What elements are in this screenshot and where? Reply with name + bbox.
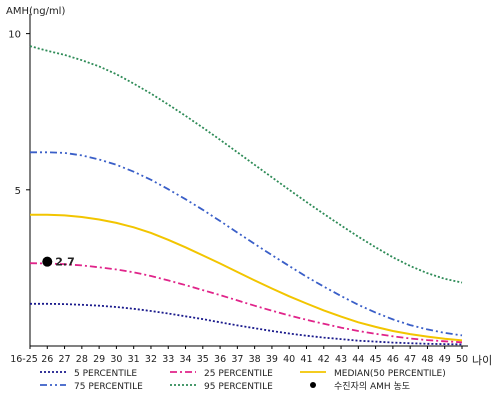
legend: 5 PERCENTILE 25 PERCENTILE MEDIAN(50 PERCE…: [40, 369, 446, 392]
x-tick-label: 42: [318, 354, 330, 365]
y-tick-label: 5: [15, 186, 21, 197]
x-tick-label: 39: [266, 354, 278, 365]
x-tick-label: 26: [41, 354, 53, 365]
legend-label: MEDIAN(50 PERCENTILE): [334, 369, 446, 379]
series-lines: [29, 45, 463, 346]
x-tick-label: 36: [214, 354, 226, 365]
series-line-95-percentile: [29, 45, 463, 284]
patient-amh-value: 2.7: [55, 256, 75, 269]
series-line-75-percentile: [30, 151, 463, 337]
x-tick-label: 46: [387, 354, 399, 365]
x-tick-label: 16-25: [10, 354, 38, 365]
axes: AMH(ng/ml) 나이 5 10 16-25 26 27 28 29 30 31 32 33 34 35…: [6, 6, 492, 367]
x-tick-label: 41: [300, 354, 312, 365]
x-tick-label: 48: [421, 354, 433, 365]
legend-label: 25 PERCENTILE: [204, 369, 273, 379]
legend-marker-swatch: [310, 382, 316, 388]
x-tick-label: 43: [335, 354, 347, 365]
series-line-median-50-percentile-: [30, 213, 463, 342]
x-tick-label: 29: [93, 354, 105, 365]
patient-amh-point: [42, 256, 53, 267]
x-tick-label: 50: [456, 354, 468, 365]
series-line-25-percentile: [29, 262, 463, 344]
x-tick-label: 30: [110, 354, 122, 365]
series-line-5-percentile: [30, 302, 463, 346]
x-axis-label: 나이: [472, 354, 492, 367]
x-tick-label: 34: [179, 354, 191, 365]
legend-label: 수진자의 AMH 농도: [334, 381, 410, 392]
legend-label: 75 PERCENTILE: [74, 382, 143, 392]
x-tick-label: 45: [370, 354, 382, 365]
x-tick-label: 47: [404, 354, 416, 365]
x-tick-label: 32: [145, 354, 157, 365]
x-tick-label: 40: [283, 354, 295, 365]
legend-label: 95 PERCENTILE: [204, 382, 273, 392]
x-tick-label: 35: [197, 354, 209, 365]
y-tick-label: 10: [8, 30, 21, 41]
x-tick-label: 31: [128, 354, 140, 365]
x-tick-label: 44: [352, 354, 364, 365]
x-tick-label: 33: [162, 354, 174, 365]
x-tick-label: 37: [231, 354, 243, 365]
x-tick-label: 38: [249, 354, 261, 365]
x-tick-label: 28: [76, 354, 88, 365]
x-tick-label: 27: [59, 354, 71, 365]
legend-label: 5 PERCENTILE: [74, 369, 137, 379]
x-tick-label: 49: [439, 354, 451, 365]
patient-marker: 2.7: [42, 256, 75, 269]
y-axis-label: AMH(ng/ml): [6, 6, 65, 17]
